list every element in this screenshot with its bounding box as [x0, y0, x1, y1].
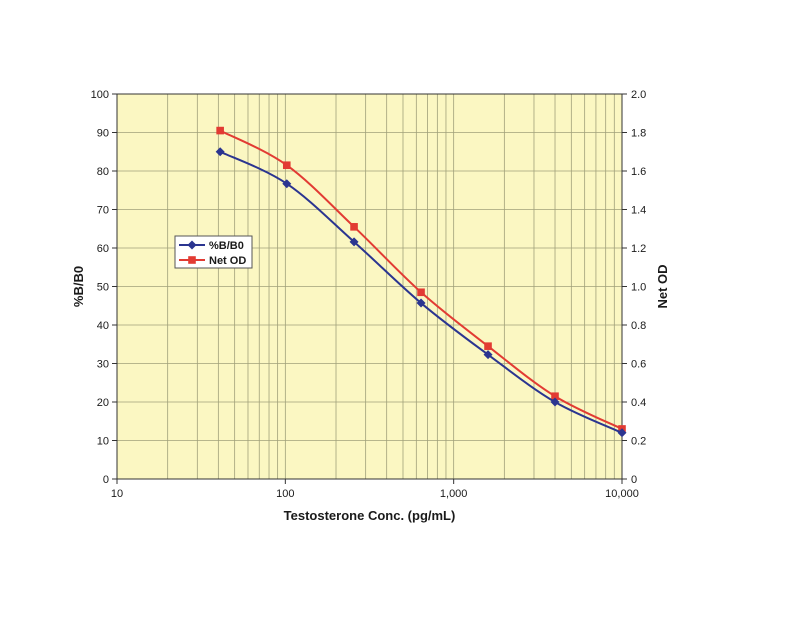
y2-tick-label: 1.4 [631, 205, 646, 217]
y-tick-label: 30 [97, 359, 109, 371]
x-tick-label: 1,000 [440, 488, 468, 500]
data-point-bb0 [416, 298, 426, 308]
data-point-net-od [216, 126, 224, 135]
y-tick-label: 100 [91, 89, 109, 101]
y2-tick-label: 1.0 [631, 282, 646, 294]
legend-label: %B/B0 [209, 240, 244, 252]
data-point-bb0 [550, 397, 560, 407]
data-point-bb0 [617, 428, 627, 438]
y-tick-label: 50 [97, 282, 109, 294]
x-tick-label: 10,000 [605, 488, 639, 500]
data-point-net-od [417, 288, 425, 297]
data-point-net-od [350, 223, 358, 231]
data-point-bb0 [349, 237, 359, 247]
legend-label: Net OD [209, 255, 246, 267]
y-tick-label: 70 [97, 205, 109, 217]
x-tick-label: 100 [276, 488, 294, 500]
y-tick-label: 80 [97, 166, 109, 178]
y-tick-label: 90 [97, 128, 109, 140]
data-point-bb0 [282, 179, 292, 189]
y2-tick-label: 1.6 [631, 166, 646, 178]
y-tick-label: 0 [103, 474, 109, 486]
x-tick-label: 10 [111, 488, 123, 500]
y-tick-label: 10 [97, 436, 109, 448]
data-point-bb0 [483, 350, 493, 360]
legend-swatch-marker [187, 240, 197, 250]
x-axis-title: Testosterone Conc. (pg/mL) [284, 508, 456, 523]
y-tick-label: 40 [97, 320, 109, 332]
data-point-net-od [551, 392, 559, 401]
y2-tick-label: 0.2 [631, 436, 646, 448]
y2-tick-label: 0 [631, 474, 637, 486]
y-tick-label: 60 [97, 243, 109, 255]
y2-tick-label: 2.0 [631, 89, 646, 101]
data-point-bb0 [215, 147, 225, 157]
y2-tick-label: 0.8 [631, 320, 646, 332]
legend-box [174, 235, 253, 269]
y2-tick-label: 1.8 [631, 128, 646, 140]
y-axis-title: %B/B0 [71, 266, 86, 307]
y2-tick-label: 0.6 [631, 359, 646, 371]
y-tick-label: 20 [97, 397, 109, 409]
y2-tick-label: 1.2 [631, 243, 646, 255]
y2-axis-title: Net OD [655, 264, 670, 308]
data-point-net-od [484, 342, 492, 350]
legend-swatch-marker [188, 256, 196, 264]
y2-tick-label: 0.4 [631, 397, 646, 409]
data-point-net-od [282, 161, 291, 170]
